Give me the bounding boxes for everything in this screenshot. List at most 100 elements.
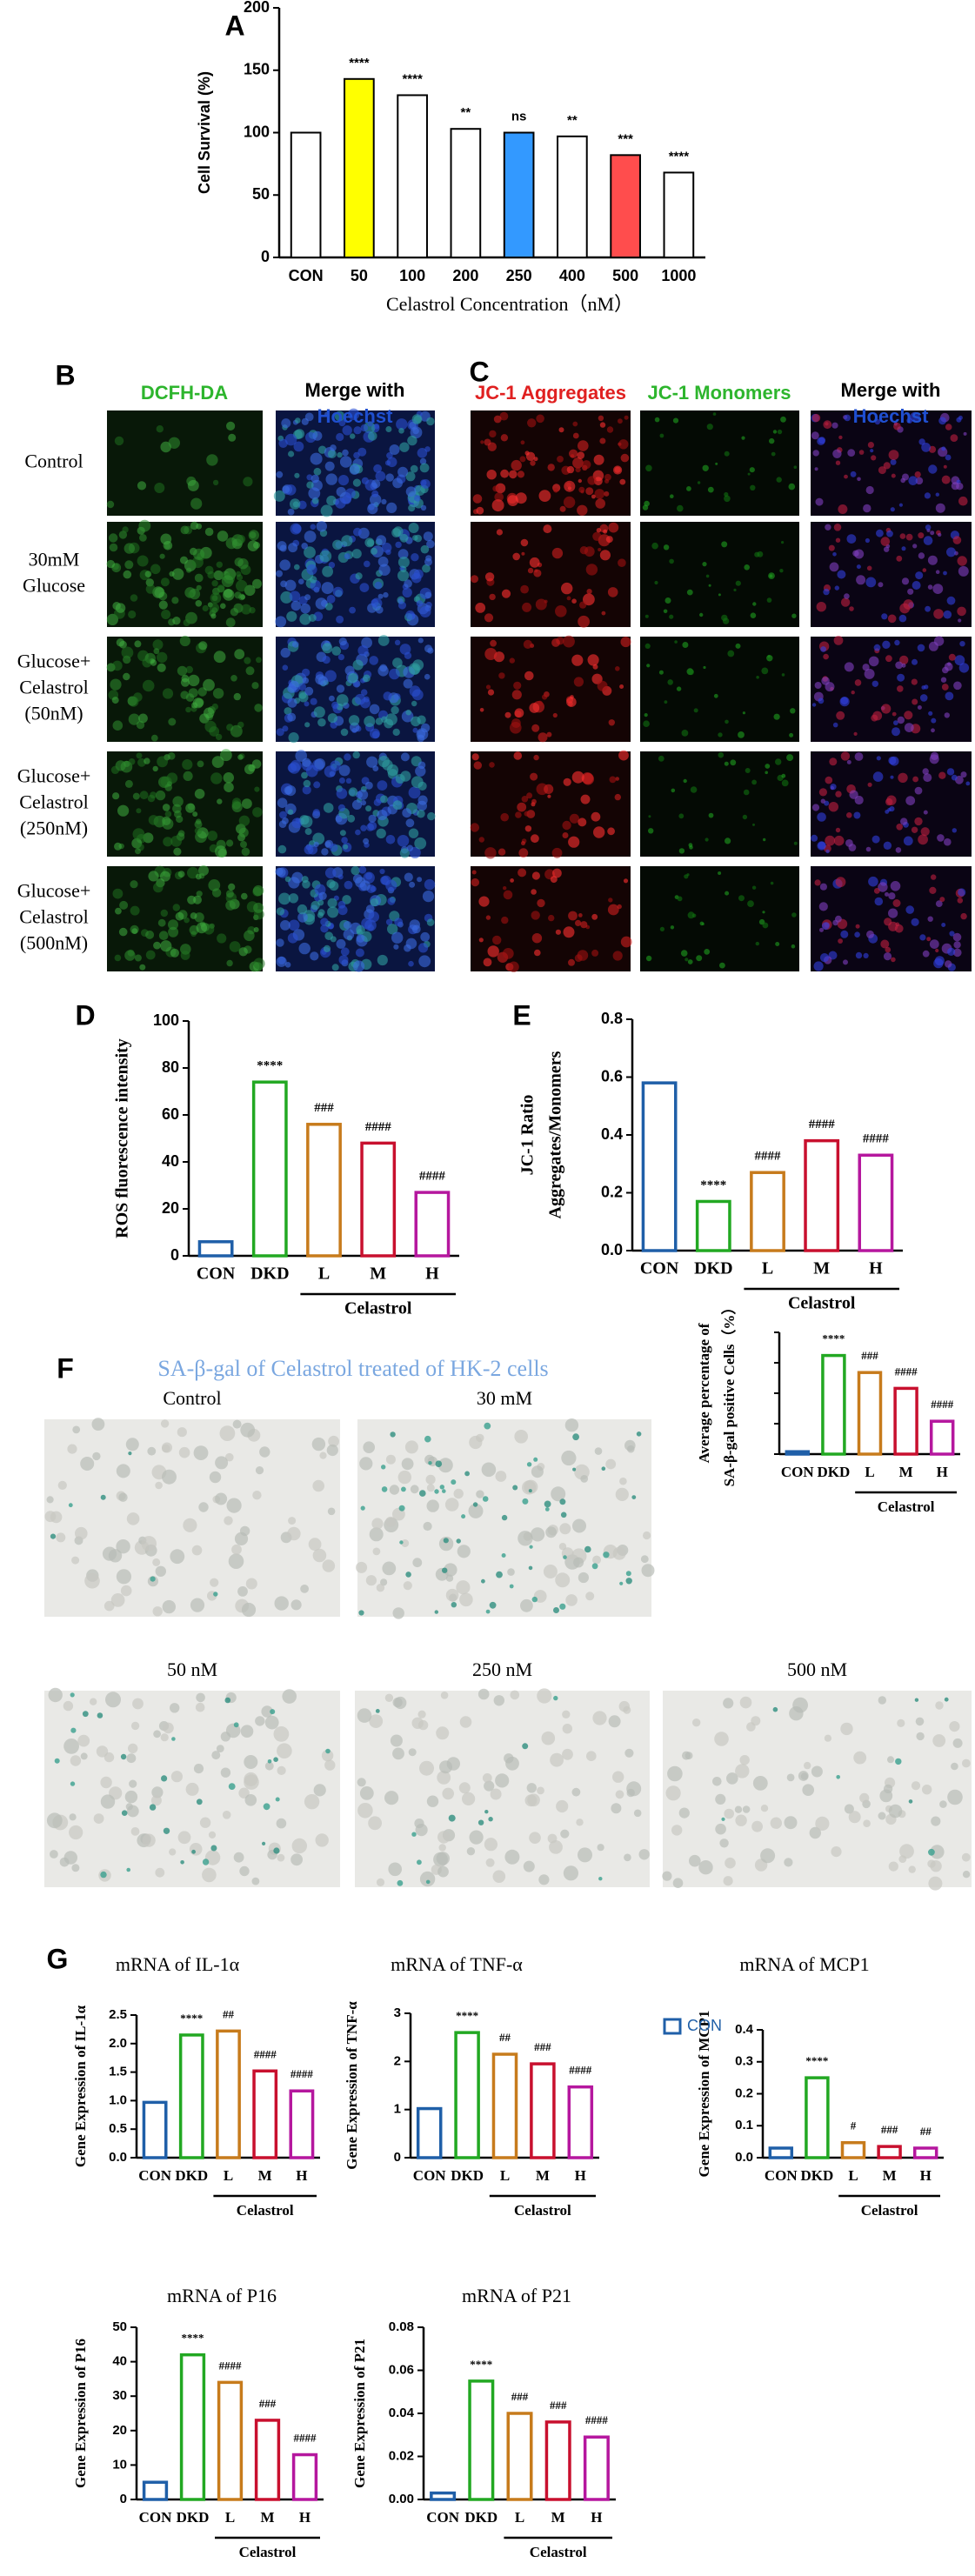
cell bbox=[935, 570, 940, 574]
cell bbox=[686, 589, 693, 596]
cell bbox=[238, 827, 249, 838]
cell bbox=[558, 427, 564, 433]
cell bbox=[751, 779, 757, 785]
cell bbox=[281, 418, 291, 429]
cell bbox=[408, 504, 416, 512]
cell bbox=[893, 422, 901, 430]
cell bbox=[791, 613, 797, 618]
cell bbox=[547, 464, 555, 471]
cell bbox=[304, 412, 314, 422]
cell bbox=[580, 1475, 589, 1483]
cell bbox=[170, 1703, 180, 1713]
cell bbox=[225, 617, 236, 628]
cell bbox=[844, 593, 850, 599]
cell bbox=[163, 1722, 174, 1734]
cell bbox=[291, 818, 303, 829]
cell bbox=[825, 682, 835, 692]
cell bbox=[150, 659, 157, 666]
cell bbox=[543, 524, 552, 534]
cell bbox=[116, 638, 125, 647]
cell bbox=[396, 418, 408, 430]
cell bbox=[238, 815, 250, 826]
cell bbox=[110, 765, 120, 774]
cell bbox=[939, 1800, 947, 1808]
cell bbox=[872, 771, 884, 782]
cell bbox=[237, 754, 244, 760]
cell bbox=[54, 1758, 60, 1764]
cell bbox=[456, 1580, 471, 1595]
cell bbox=[426, 539, 435, 549]
cell bbox=[371, 731, 380, 739]
cell bbox=[170, 948, 179, 958]
cell bbox=[500, 469, 509, 478]
micrograph bbox=[275, 521, 435, 628]
micrograph bbox=[107, 865, 265, 972]
cell bbox=[375, 605, 384, 614]
cell bbox=[886, 530, 893, 537]
cell bbox=[471, 575, 478, 584]
bar bbox=[289, 2089, 315, 2159]
cell bbox=[935, 948, 939, 953]
cell bbox=[349, 606, 356, 614]
cell bbox=[945, 960, 952, 968]
cell bbox=[251, 759, 262, 769]
cell bbox=[524, 1794, 538, 1807]
cell bbox=[750, 484, 756, 491]
cell bbox=[435, 1460, 443, 1467]
cell bbox=[422, 891, 435, 903]
micrograph bbox=[50, 1452, 218, 1597]
cell bbox=[412, 1558, 423, 1568]
cell bbox=[419, 1871, 436, 1887]
cell bbox=[392, 1747, 404, 1760]
cell bbox=[651, 542, 658, 550]
cell bbox=[479, 708, 484, 712]
cell bbox=[835, 460, 841, 465]
cell bbox=[343, 929, 355, 940]
cell bbox=[411, 1832, 417, 1837]
cell bbox=[445, 1588, 459, 1602]
cell bbox=[871, 835, 880, 844]
cell bbox=[579, 601, 587, 609]
x-tick-label: CON bbox=[426, 2509, 460, 2526]
cell bbox=[892, 899, 901, 907]
cell bbox=[202, 1867, 217, 1883]
cell bbox=[395, 541, 402, 549]
cell bbox=[773, 713, 780, 720]
cell bbox=[478, 938, 484, 943]
cell bbox=[509, 470, 518, 479]
cell bbox=[289, 680, 299, 691]
cell bbox=[326, 879, 336, 889]
cell bbox=[128, 713, 140, 725]
cell bbox=[142, 657, 152, 668]
cell bbox=[851, 691, 855, 695]
cell bbox=[555, 1572, 571, 1588]
cell bbox=[901, 663, 906, 668]
micrograph bbox=[375, 1695, 603, 1886]
cell bbox=[131, 928, 138, 934]
cell bbox=[599, 437, 606, 444]
cell bbox=[96, 1745, 109, 1758]
cell bbox=[882, 640, 891, 649]
x-tick-label: DKD bbox=[801, 2167, 834, 2184]
cell bbox=[846, 812, 852, 818]
cell bbox=[831, 422, 838, 429]
cell bbox=[327, 1507, 336, 1516]
cell bbox=[492, 935, 502, 945]
cell bbox=[332, 586, 344, 597]
cell bbox=[343, 921, 352, 930]
cell bbox=[152, 639, 164, 651]
bar bbox=[641, 1081, 678, 1252]
cell bbox=[935, 1701, 944, 1710]
bar bbox=[416, 2106, 443, 2159]
cell bbox=[580, 921, 588, 929]
cell bbox=[273, 490, 285, 502]
cell bbox=[320, 918, 329, 926]
cell bbox=[370, 547, 377, 555]
x-tick-label: CON bbox=[781, 1464, 815, 1480]
cell bbox=[50, 1850, 58, 1859]
cell bbox=[769, 574, 773, 578]
cell bbox=[670, 494, 674, 498]
cell bbox=[222, 1811, 231, 1819]
cell bbox=[781, 673, 785, 677]
y-tick-label: 0.0 bbox=[735, 2150, 753, 2165]
